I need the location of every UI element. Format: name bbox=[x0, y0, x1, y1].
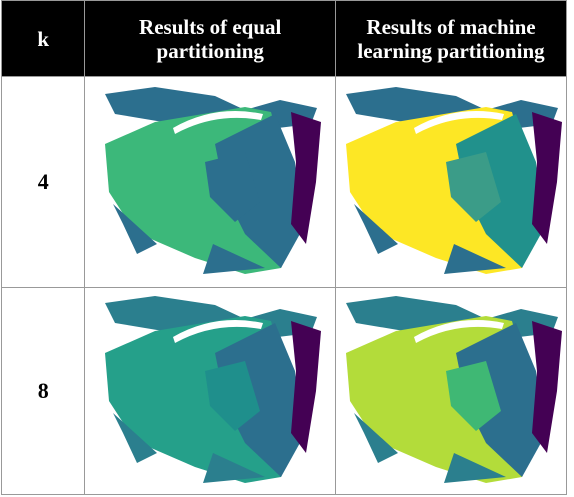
image-cell bbox=[85, 288, 336, 495]
partition-image bbox=[95, 82, 325, 282]
header-text: partitioning bbox=[85, 39, 335, 63]
partition-image bbox=[336, 82, 566, 282]
image-cell bbox=[85, 77, 336, 288]
header-text: Results of equal bbox=[85, 15, 335, 39]
results-table: k Results of equalpartitioning Results o… bbox=[1, 0, 567, 495]
header-text: k bbox=[2, 27, 84, 51]
header-text: learning partitioning bbox=[336, 39, 566, 63]
row: 4 bbox=[2, 77, 567, 288]
k-cell: 4 bbox=[2, 77, 85, 288]
header-cell: k bbox=[2, 1, 85, 77]
image-cell bbox=[336, 288, 567, 495]
header-text: Results of machine bbox=[336, 15, 566, 39]
k-cell: 8 bbox=[2, 288, 85, 495]
row: 8 bbox=[2, 288, 567, 495]
partition-image bbox=[95, 291, 325, 491]
partition-image bbox=[336, 291, 566, 491]
page: k Results of equalpartitioning Results o… bbox=[0, 0, 574, 497]
image-cell bbox=[336, 77, 567, 288]
